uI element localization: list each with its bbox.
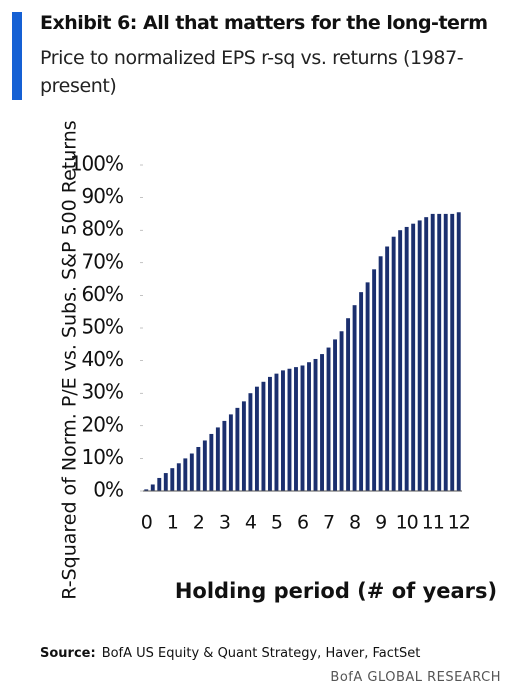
y-tick-label: 100% — [70, 152, 123, 176]
bar — [267, 376, 272, 491]
x-tick-label: 4 — [245, 512, 257, 534]
chart-subtitle: Price to normalized EPS r-sq vs. returns… — [40, 47, 464, 97]
bar — [261, 381, 266, 491]
bar — [411, 223, 416, 491]
bar — [254, 386, 259, 491]
bar — [150, 484, 155, 491]
source-label: Source: — [40, 646, 96, 661]
x-tick-label: 5 — [271, 512, 282, 534]
bar — [359, 292, 364, 491]
bar — [385, 246, 390, 491]
bar — [398, 230, 403, 491]
bar — [215, 427, 220, 491]
bar — [365, 282, 370, 491]
y-tick-label: 50% — [82, 315, 123, 339]
y-tick-label: 90% — [82, 184, 123, 208]
bar — [456, 212, 461, 491]
x-tick-label: 7 — [323, 512, 334, 534]
y-tick-label: 70% — [82, 249, 123, 273]
bar — [209, 433, 214, 491]
bar — [202, 440, 207, 491]
y-tick-label: 0% — [93, 478, 123, 502]
bar — [281, 370, 285, 491]
bar — [176, 463, 181, 491]
bar — [222, 420, 227, 491]
bar — [307, 362, 311, 491]
x-tick-label: 8 — [349, 512, 360, 534]
bar — [437, 213, 442, 491]
bar — [352, 305, 357, 491]
bar — [189, 453, 194, 491]
bar — [183, 458, 188, 491]
bar — [300, 365, 305, 491]
bar — [326, 347, 331, 491]
x-tick-label: 2 — [193, 512, 204, 534]
bar — [294, 367, 298, 491]
x-tick-label: 0 — [141, 512, 152, 534]
bar — [248, 393, 253, 491]
x-tick-label: 3 — [219, 512, 230, 534]
bar — [287, 368, 292, 491]
x-tick-label: 10 — [396, 512, 418, 534]
bar — [378, 256, 383, 491]
bar — [170, 468, 175, 491]
bar — [417, 220, 422, 492]
y-tick-label: 20% — [82, 412, 123, 436]
bar — [372, 269, 377, 491]
bar — [163, 473, 168, 491]
bar — [346, 318, 351, 491]
y-tick-label: 10% — [82, 445, 123, 469]
y-tick-label: 40% — [82, 347, 123, 371]
source: Source: BofA US Equity & Quant Strategy, … — [40, 646, 420, 661]
y-tick-label: 60% — [82, 282, 123, 306]
bar — [196, 446, 201, 491]
x-tick-label: 12 — [448, 512, 470, 534]
source-text: BofA US Equity & Quant Strategy, Haver, … — [101, 646, 421, 661]
bar — [333, 339, 338, 491]
bar — [313, 358, 318, 491]
x-tick-label: 9 — [375, 512, 386, 534]
bar — [339, 331, 344, 491]
bar — [443, 213, 448, 491]
bar — [320, 354, 324, 491]
bar — [157, 477, 162, 491]
x-axis-label: Holding period (# of years) — [175, 579, 497, 603]
chart: R-Squared of Norm. P/E vs. Subs. S&P 500… — [59, 120, 498, 603]
y-axis-label: R-Squared of Norm. P/E vs. Subs. S&P 500… — [59, 120, 81, 599]
x-tick-label: 11 — [422, 512, 444, 534]
bar — [228, 414, 233, 491]
footer: BofA GLOBAL RESEARCH — [330, 670, 501, 685]
bar — [235, 407, 240, 491]
x-tick-label: 1 — [167, 512, 178, 534]
bar — [274, 373, 279, 491]
bar — [391, 236, 396, 491]
chart-title: Exhibit 6: All that matters for the long… — [40, 12, 488, 34]
bar — [430, 213, 435, 491]
bar — [450, 213, 455, 491]
y-tick-label: 30% — [82, 380, 123, 404]
y-tick-label: 80% — [82, 217, 123, 241]
accent-bar — [12, 12, 22, 100]
bar — [144, 489, 149, 491]
x-tick-label: 6 — [297, 512, 308, 534]
bar — [241, 401, 246, 491]
bar — [424, 217, 429, 491]
bar — [404, 226, 409, 491]
